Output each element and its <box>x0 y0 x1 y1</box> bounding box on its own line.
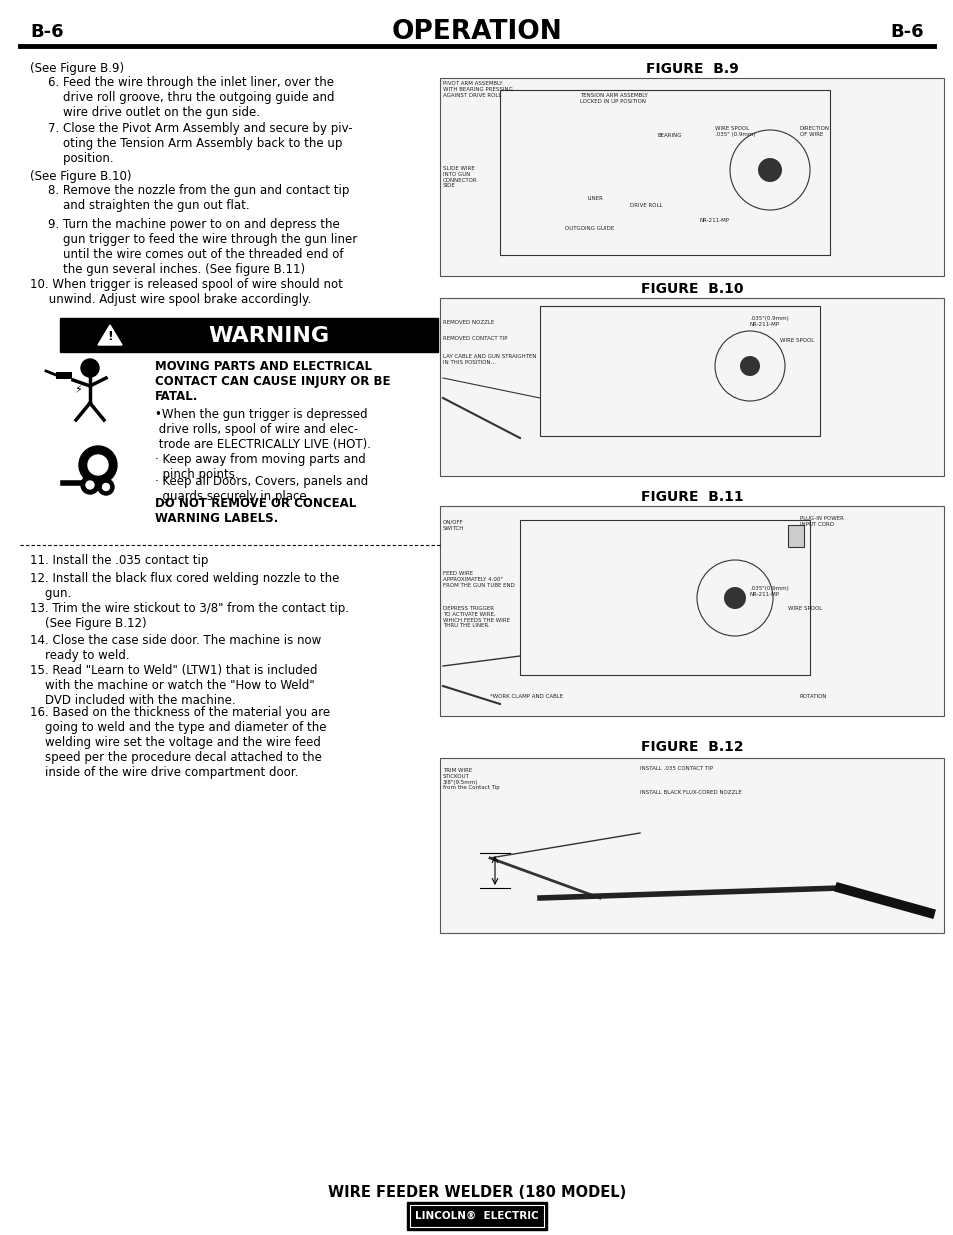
Circle shape <box>81 359 99 377</box>
Text: (See Figure B.9): (See Figure B.9) <box>30 62 124 75</box>
Polygon shape <box>98 325 122 345</box>
Text: 6. Feed the wire through the inlet liner, over the
    drive roll groove, thru t: 6. Feed the wire through the inlet liner… <box>48 77 335 119</box>
Bar <box>439 298 943 475</box>
Text: 11. Install the .035 contact tip: 11. Install the .035 contact tip <box>30 555 208 567</box>
Text: · Keep away from moving parts and
  pinch points.: · Keep away from moving parts and pinch … <box>154 453 365 480</box>
Text: ROTATION: ROTATION <box>800 694 826 699</box>
Text: WIRE SPOOL
.035" (0.9mm): WIRE SPOOL .035" (0.9mm) <box>714 126 755 137</box>
Text: FIGURE  B.11: FIGURE B.11 <box>640 490 742 504</box>
Bar <box>439 506 943 716</box>
Text: .035"(0.9mm)
NR-211-MP: .035"(0.9mm) NR-211-MP <box>749 316 788 327</box>
Bar <box>519 520 809 676</box>
Text: 14. Close the case side door. The machine is now
    ready to weld.: 14. Close the case side door. The machin… <box>30 634 321 662</box>
Text: 15. Read "Learn to Weld" (LTW1) that is included
    with the machine or watch t: 15. Read "Learn to Weld" (LTW1) that is … <box>30 664 317 706</box>
Bar <box>410 1205 543 1228</box>
Text: TENSION ARM ASSEMBLY
LOCKED IN UP POSITION: TENSION ARM ASSEMBLY LOCKED IN UP POSITI… <box>579 93 647 104</box>
Text: NR-211-MP: NR-211-MP <box>700 219 729 224</box>
Circle shape <box>102 483 110 490</box>
Circle shape <box>79 446 117 484</box>
Circle shape <box>86 480 94 489</box>
Text: WIRE FEEDER WELDER (180 MODEL): WIRE FEEDER WELDER (180 MODEL) <box>328 1186 625 1200</box>
Text: !: ! <box>107 331 112 343</box>
Bar <box>439 758 943 932</box>
Text: 7. Close the Pivot Arm Assembly and secure by piv-
    oting the Tension Arm Ass: 7. Close the Pivot Arm Assembly and secu… <box>48 122 353 165</box>
Circle shape <box>740 356 760 375</box>
Text: 13. Trim the wire stickout to 3/8" from the contact tip.
    (See Figure B.12): 13. Trim the wire stickout to 3/8" from … <box>30 601 349 630</box>
Text: TRIM WIRE
STICKOUT
3/8"(9.5mm)
from the Contact Tip: TRIM WIRE STICKOUT 3/8"(9.5mm) from the … <box>442 768 499 790</box>
Text: 10. When trigger is released spool of wire should not
     unwind. Adjust wire s: 10. When trigger is released spool of wi… <box>30 278 342 306</box>
Text: OPERATION: OPERATION <box>392 19 561 44</box>
Text: PLUG-IN POWER
INPUT CORD: PLUG-IN POWER INPUT CORD <box>800 516 843 527</box>
Text: *WORK CLAMP AND CABLE: *WORK CLAMP AND CABLE <box>490 694 562 699</box>
Circle shape <box>758 158 781 182</box>
Text: DO NOT REMOVE OR CONCEAL
WARNING LABELS.: DO NOT REMOVE OR CONCEAL WARNING LABELS. <box>154 496 355 525</box>
Text: •When the gun trigger is depressed
 drive rolls, spool of wire and elec-
 trode : •When the gun trigger is depressed drive… <box>154 408 371 451</box>
Text: 16. Based on the thickness of the material you are
    going to weld and the typ: 16. Based on the thickness of the materi… <box>30 706 330 779</box>
Text: OUTGOING GUIDE: OUTGOING GUIDE <box>564 226 614 231</box>
Text: 9. Turn the machine power to on and depress the
    gun trigger to feed the wire: 9. Turn the machine power to on and depr… <box>48 219 356 275</box>
Text: DRIVE ROLL: DRIVE ROLL <box>629 203 661 207</box>
Text: · Keep all Doors, Covers, panels and
  guards securely in place.: · Keep all Doors, Covers, panels and gua… <box>154 475 368 503</box>
Text: WIRE SPOOL: WIRE SPOOL <box>787 606 821 611</box>
Bar <box>499 90 829 254</box>
Text: LAY CABLE AND GUN STRAIGHTEN
IN THIS POSITION...: LAY CABLE AND GUN STRAIGHTEN IN THIS POS… <box>442 354 536 364</box>
Text: FIGURE  B.10: FIGURE B.10 <box>640 282 742 296</box>
Circle shape <box>98 479 113 495</box>
Text: LINER: LINER <box>587 196 603 201</box>
Text: .035"(0.9mm)
NR-211-MP: .035"(0.9mm) NR-211-MP <box>749 585 788 597</box>
Text: LINCOLN®  ELECTRIC: LINCOLN® ELECTRIC <box>415 1212 538 1221</box>
Text: 12. Install the black flux cored welding nozzle to the
    gun.: 12. Install the black flux cored welding… <box>30 572 339 600</box>
Bar <box>539 306 820 436</box>
Text: DEPRESS TRIGGER
TO ACTIVATE WIRE,
WHICH FEEDS THE WIRE
THRU THE LINER.: DEPRESS TRIGGER TO ACTIVATE WIRE, WHICH … <box>442 606 510 629</box>
Bar <box>60 317 437 352</box>
Text: REMOVED NOZZLE: REMOVED NOZZLE <box>442 320 494 325</box>
Circle shape <box>81 475 99 494</box>
Text: (See Figure B.10): (See Figure B.10) <box>30 170 132 183</box>
Text: PIVOT ARM ASSEMBLY
WITH BEARING PRESSING
AGAINST DRIVE ROLL: PIVOT ARM ASSEMBLY WITH BEARING PRESSING… <box>442 82 513 98</box>
Bar <box>407 1202 546 1230</box>
Text: WIRE SPOOL: WIRE SPOOL <box>780 338 814 343</box>
Bar <box>787 525 803 547</box>
Text: INSTALL BLACK FLUX-CORED NOZZLE: INSTALL BLACK FLUX-CORED NOZZLE <box>639 790 741 795</box>
Circle shape <box>723 587 745 609</box>
Text: 8. Remove the nozzle from the gun and contact tip
    and straighten the gun out: 8. Remove the nozzle from the gun and co… <box>48 184 349 212</box>
Text: ⚡: ⚡ <box>74 385 82 395</box>
Text: B-6: B-6 <box>889 23 923 41</box>
Text: BEARING: BEARING <box>658 133 681 138</box>
Text: FIGURE  B.9: FIGURE B.9 <box>645 62 738 77</box>
Text: INSTALL .035 CONTACT TIP: INSTALL .035 CONTACT TIP <box>639 766 713 771</box>
Text: FIGURE  B.12: FIGURE B.12 <box>640 740 742 755</box>
Text: DIRECTION
OF WIRE: DIRECTION OF WIRE <box>800 126 829 137</box>
Bar <box>56 372 71 379</box>
Text: B-6: B-6 <box>30 23 64 41</box>
Text: WARNING: WARNING <box>208 326 329 346</box>
Text: REMOVED CONTACT TIP: REMOVED CONTACT TIP <box>442 336 507 341</box>
Text: SLIDE WIRE
INTO GUN
CONNECTOR
SIDE: SLIDE WIRE INTO GUN CONNECTOR SIDE <box>442 165 477 189</box>
Text: MOVING PARTS AND ELECTRICAL
CONTACT CAN CAUSE INJURY OR BE
FATAL.: MOVING PARTS AND ELECTRICAL CONTACT CAN … <box>154 359 390 403</box>
Text: FEED WIRE
APPROXIMATELY 4.00"
FROM THE GUN TUBE END: FEED WIRE APPROXIMATELY 4.00" FROM THE G… <box>442 571 515 588</box>
Bar <box>439 78 943 275</box>
Text: ON/OFF
SWITCH: ON/OFF SWITCH <box>442 520 464 531</box>
Circle shape <box>88 454 108 475</box>
